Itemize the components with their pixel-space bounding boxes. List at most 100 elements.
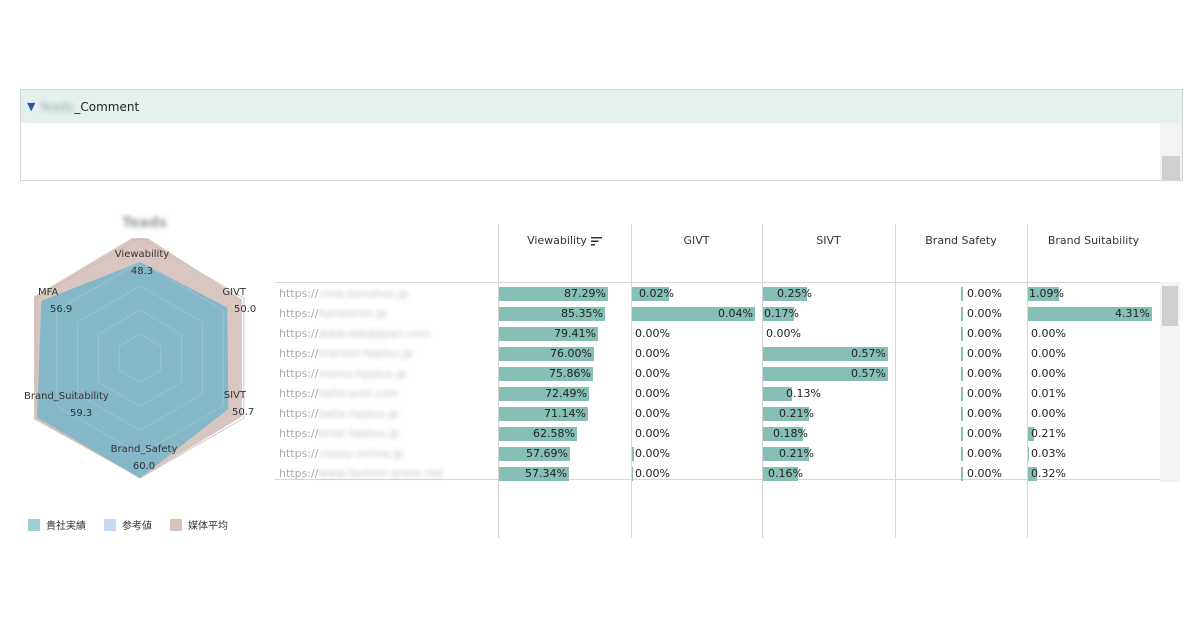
row-url-protocol: https:// [279, 387, 319, 400]
table-row[interactable]: https://saita-puls.com 72.49% 0.00% 0.13% 0.… [275, 384, 1180, 404]
table-row[interactable]: https://baila.hpplus.jp 71.14% 0.00% 0.21% 0… [275, 404, 1180, 424]
radar-labels: Viewability 48.3 GIVT 50.0 SIVT 50.7 Brand_Saf… [24, 249, 256, 472]
col-header-givt-label: GIVT [683, 234, 710, 247]
legend-item-media-avg[interactable]: 媒体平均 [170, 517, 228, 532]
column-divider [498, 224, 499, 538]
table-cell: 0.02% [632, 285, 755, 303]
table-scrollbar-thumb[interactable] [1162, 286, 1178, 326]
column-divider [631, 224, 632, 538]
cell-value: 0.57% [851, 367, 886, 380]
cell-value: 75.86% [549, 367, 591, 380]
table-cell: 0.17% [763, 305, 888, 323]
cell-value: 0.00% [967, 287, 1002, 300]
table-cell: 0.00% [961, 465, 1021, 483]
table-cell: 0.00% [1028, 345, 1152, 363]
table-cell: 79.41% [499, 325, 624, 343]
row-url-host: www.wwdjapan.com [318, 327, 431, 340]
cell-value: 0.13% [786, 387, 821, 400]
value-bar [763, 447, 809, 461]
comment-header[interactable]: ▼ Teads _Comment [21, 90, 1182, 123]
table-row[interactable]: https://nonno.hpplus.jp 75.86% 0.00% 0.57% 0… [275, 364, 1180, 384]
table-cell: 0.00% [961, 445, 1021, 463]
table-cell: 0.16% [763, 465, 888, 483]
table-scrollbar[interactable] [1160, 282, 1180, 482]
cell-value: 76.00% [550, 347, 592, 360]
radar-axis-value: 48.3 [131, 266, 153, 277]
cell-value: 0.00% [635, 387, 670, 400]
radar-series-company [37, 262, 229, 478]
cell-value: 0.00% [967, 467, 1002, 480]
table-cell: 0.21% [1028, 425, 1152, 443]
col-header-brand-suitability-label: Brand Suitability [1047, 234, 1140, 247]
legend-swatch-company [28, 518, 40, 531]
table-cell: 0.18% [763, 425, 888, 443]
legend-item-company[interactable]: 貴社実績 [28, 517, 86, 532]
legend-swatch-reference [104, 518, 116, 531]
legend: 貴社実績 参考値 媒体平均 [28, 517, 246, 532]
cell-value: 0.00% [1031, 407, 1066, 420]
col-header-brand-safety-label: Brand Safety [925, 234, 997, 247]
column-divider [895, 224, 896, 538]
value-bar [499, 407, 588, 421]
table-cell: 0.00% [961, 425, 1021, 443]
table-cell: 0.03% [1028, 445, 1152, 463]
row-url-host: eclat.hpplus.jp [318, 427, 400, 440]
value-bar [763, 427, 803, 441]
comment-scrollbar[interactable] [1160, 123, 1182, 180]
radar-axis-value: 60.0 [133, 461, 155, 472]
metrics-table: Viewability GIVT SIVT Brand Safety Brand… [275, 224, 1180, 538]
cell-value: 0.00% [967, 347, 1002, 360]
value-bar [499, 327, 598, 341]
table-cell: 57.34% [499, 465, 624, 483]
value-bar [632, 307, 755, 321]
comment-body[interactable] [21, 123, 1182, 180]
value-bar [763, 387, 792, 401]
col-header-brand-suitability[interactable]: Brand Suitability [1027, 234, 1160, 247]
radar-axis-value: 50.7 [232, 407, 254, 418]
legend-label-media-avg: 媒体平均 [188, 521, 228, 532]
table-row[interactable]: https://marisol.hpplus.jp 76.00% 0.00% 0.57… [275, 344, 1180, 364]
legend-item-reference[interactable]: 参考値 [104, 517, 152, 532]
table-row[interactable]: https://fujinkoron.jp 85.35% 0.04% 0.17% 0.0… [275, 304, 1180, 324]
col-header-viewability[interactable]: Viewability [498, 234, 631, 247]
row-url-protocol: https:// [279, 467, 319, 480]
cell-value: 87.29% [564, 287, 606, 300]
table-row[interactable]: https://eclat.hpplus.jp 62.58% 0.00% 0.18% 0… [275, 424, 1180, 444]
cell-value: 79.41% [554, 327, 596, 340]
row-url-host: saita-puls.com [318, 387, 399, 400]
column-divider [1027, 224, 1028, 538]
row-url-protocol: https:// [279, 347, 319, 360]
row-url-protocol: https:// [279, 447, 319, 460]
row-url-host: fujinkoron.jp [318, 307, 387, 320]
row-url-host: baila.hpplus.jp [318, 407, 399, 420]
table-cell: 0.00% [961, 385, 1021, 403]
table-row[interactable]: https://cnse.bunshun.jp 87.29% 0.02% 0.25% 0… [275, 284, 1180, 304]
cell-value: 0.25% [777, 287, 812, 300]
col-header-viewability-label: Viewability [527, 234, 587, 247]
value-bar [499, 387, 589, 401]
value-bar [961, 427, 963, 441]
collapse-triangle-icon[interactable]: ▼ [27, 100, 36, 113]
table-row[interactable]: https://classy-online.jp 57.69% 0.00% 0.21%… [275, 444, 1180, 464]
cell-value: 0.18% [773, 427, 808, 440]
row-url-host: marisol.hpplus.jp [318, 347, 413, 360]
comment-title-prefix: Teads [39, 99, 74, 114]
cell-value: 57.69% [526, 447, 568, 460]
row-url-protocol: https:// [279, 367, 319, 380]
cell-value: 0.00% [1031, 327, 1066, 340]
table-cell: 0.00% [763, 325, 888, 343]
table-row[interactable]: https://www.fashion-press.net 57.34% 0.00%… [275, 464, 1180, 484]
col-header-brand-safety[interactable]: Brand Safety [895, 234, 1027, 247]
value-bar [961, 327, 963, 341]
value-bar [499, 367, 593, 381]
header-divider [275, 282, 1160, 283]
comment-scrollbar-thumb[interactable] [1162, 156, 1180, 180]
col-header-sivt[interactable]: SIVT [762, 234, 895, 247]
col-header-givt[interactable]: GIVT [631, 234, 762, 247]
cell-value: 85.35% [561, 307, 603, 320]
table-cell: 0.57% [763, 345, 888, 363]
table-row[interactable]: https://www.wwdjapan.com 79.41% 0.00% 0.00%… [275, 324, 1180, 344]
sort-descending-icon[interactable] [590, 236, 602, 246]
cell-value: 57.34% [525, 467, 567, 480]
table-cell: 0.00% [961, 285, 1021, 303]
